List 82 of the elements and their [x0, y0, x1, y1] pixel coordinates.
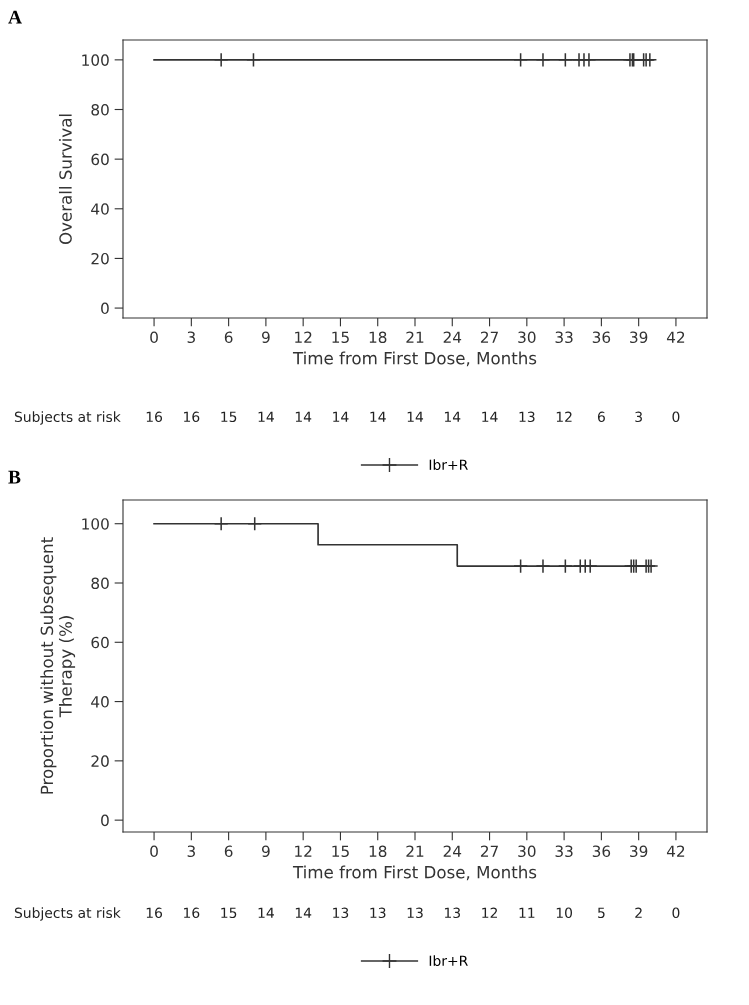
- text: 12: [556, 411, 572, 422]
- y-tick-label: 100: [82, 518, 109, 530]
- y-tick-label: 80: [91, 577, 109, 590]
- y-tick-label: 60: [91, 636, 109, 649]
- text: 16: [184, 411, 200, 423]
- x-tick-label: 0: [150, 845, 158, 858]
- x-tick-label: 36: [592, 845, 611, 858]
- text: 5: [598, 907, 605, 919]
- y-tick-label: 40: [91, 203, 109, 215]
- text: 13: [444, 907, 460, 919]
- text: 3: [635, 411, 642, 423]
- text: 14: [258, 411, 274, 422]
- x-tick-label: 18: [369, 331, 387, 344]
- x-tick-label: 0: [150, 331, 158, 344]
- legend-label: Ibr+R: [429, 459, 468, 471]
- text: 6: [597, 411, 605, 423]
- x-tick-label: 39: [630, 331, 648, 344]
- text: 14: [295, 411, 312, 422]
- text: 14: [333, 411, 349, 422]
- x-axis-title: Time from First Dose, Months: [292, 351, 537, 367]
- x-tick-label: 9: [262, 331, 270, 344]
- x-tick-label: 15: [332, 845, 349, 858]
- y-tick-label: 20: [91, 252, 109, 265]
- text: 14: [444, 411, 461, 422]
- text: 14: [295, 907, 312, 918]
- x-axis-title: Time from First Dose, Months: [292, 865, 537, 881]
- x-tick-label: 30: [518, 845, 536, 858]
- text: 13: [370, 907, 386, 919]
- x-tick-label: 39: [630, 845, 648, 858]
- x-tick-label: 9: [262, 845, 270, 858]
- y-tick-label: 0: [101, 814, 109, 827]
- text: 2: [635, 907, 642, 918]
- x-tick-label: 33: [555, 331, 573, 344]
- text: Subjects at risk: [14, 411, 121, 425]
- text: 14: [370, 411, 386, 422]
- text: 15: [221, 907, 237, 919]
- text: 16: [146, 411, 163, 423]
- legend-label: Ibr+R: [429, 955, 468, 967]
- x-tick-label: 27: [480, 845, 498, 857]
- x-tick-label: 3: [187, 331, 195, 344]
- text: 14: [258, 907, 274, 918]
- x-tick-label: 12: [295, 845, 312, 857]
- x-tick-label: 3: [187, 845, 195, 858]
- text: 11: [519, 907, 535, 918]
- x-tick-label: 6: [224, 845, 233, 858]
- x-tick-label: 12: [295, 331, 312, 343]
- x-tick-label: 24: [443, 331, 462, 343]
- y-axis-title: Proportion without Subsequent Therapy (%): [40, 537, 76, 794]
- x-tick-label: 36: [592, 331, 611, 344]
- x-tick-label: 15: [332, 331, 349, 344]
- x-tick-label: 18: [369, 845, 387, 858]
- x-tick-label: 21: [406, 845, 424, 857]
- x-tick-label: 27: [480, 331, 498, 343]
- text: 10: [556, 907, 573, 919]
- text: 14: [482, 411, 498, 422]
- y-tick-label: 20: [91, 755, 109, 767]
- y-tick-label: 100: [82, 54, 109, 66]
- x-tick-label: 42: [666, 331, 685, 343]
- text: 14: [407, 411, 424, 422]
- text: 13: [333, 907, 349, 919]
- text: 13: [407, 907, 423, 919]
- x-tick-label: 33: [555, 845, 573, 858]
- text: 16: [184, 907, 200, 919]
- chart-title: B: [8, 470, 21, 484]
- text: 13: [519, 411, 535, 423]
- x-tick-label: 24: [443, 845, 462, 857]
- x-tick-label: 6: [224, 331, 233, 344]
- y-tick-label: 0: [101, 302, 109, 315]
- y-axis-title: Overall Survival: [58, 114, 72, 245]
- text: 0: [672, 907, 680, 919]
- text: 16: [146, 907, 163, 919]
- text: 15: [221, 411, 237, 423]
- y-tick-label: 80: [91, 103, 109, 116]
- x-tick-label: 30: [518, 331, 536, 344]
- text: 12: [482, 907, 497, 918]
- text: 0: [672, 411, 680, 423]
- x-tick-label: 42: [666, 845, 685, 857]
- x-tick-label: 21: [406, 331, 424, 343]
- text: Subjects at risk: [14, 907, 121, 921]
- chart-title: A: [8, 10, 22, 24]
- y-tick-label: 40: [91, 696, 109, 708]
- y-tick-label: 60: [91, 153, 109, 166]
